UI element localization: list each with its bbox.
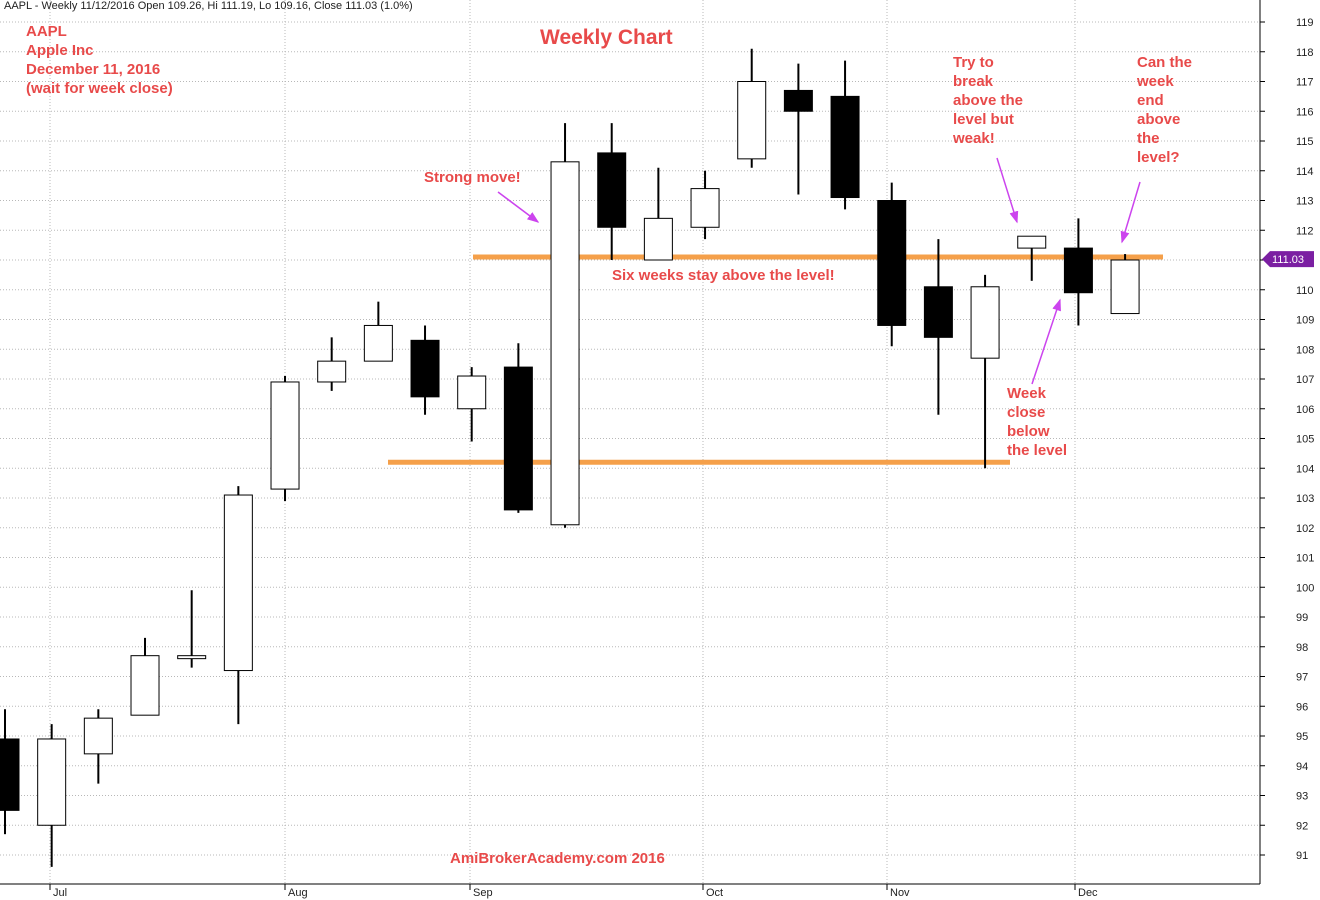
y-tick-label: 98 (1296, 642, 1308, 654)
y-tick-label: 99 (1296, 612, 1308, 624)
y-tick-label: 104 (1296, 463, 1314, 475)
annotation-line: Can the (1137, 54, 1193, 71)
candle-body (597, 152, 627, 228)
y-tick-label: 94 (1296, 761, 1308, 773)
annotation-arrow (996, 157, 1019, 224)
y-tick-label: 106 (1296, 404, 1314, 416)
info-block: AAPL Apple Inc December 11, 2016 (wait f… (26, 22, 173, 98)
candle-body (270, 381, 300, 490)
symbol-label: AAPL (26, 23, 67, 40)
candle-body (83, 717, 113, 755)
annotation-line: break (953, 73, 994, 90)
company-label: Apple Inc (26, 42, 94, 59)
y-tick-label: 107 (1296, 374, 1314, 386)
annotation-arrow (497, 191, 540, 223)
annotation-line: level? (1137, 149, 1180, 166)
candle-body (783, 89, 813, 112)
candle-body (877, 200, 907, 326)
annotation-line: week (1137, 73, 1174, 90)
y-tick-label: 108 (1296, 344, 1314, 356)
annotation-line: weak! (953, 130, 995, 147)
annotation-line: close (1007, 404, 1046, 421)
candle-body (643, 217, 673, 261)
candle-body (550, 161, 580, 526)
candle-body (317, 360, 347, 383)
y-tick-label: 112 (1296, 225, 1314, 237)
candle-body (830, 95, 860, 199)
y-tick-label: 93 (1296, 791, 1308, 803)
annotation-line: Try to (953, 54, 994, 71)
candle-body (970, 286, 1000, 359)
annotation-six-weeks: Six weeks stay above the level! (612, 267, 835, 284)
candle-body (1063, 247, 1093, 294)
candle-body (177, 655, 207, 660)
chart-header: AAPL - Weekly 11/12/2016 Open 109.26, Hi… (4, 0, 413, 12)
y-tick-label: 96 (1296, 701, 1308, 713)
y-tick-label: 119 (1296, 17, 1314, 29)
y-tick-label: 109 (1296, 315, 1314, 327)
y-tick-label: 92 (1296, 820, 1308, 832)
annotation-line: the (1137, 130, 1160, 147)
y-tick-label: 117 (1296, 77, 1314, 89)
watermark: AmiBrokerAcademy.com 2016 (450, 850, 665, 867)
chart-title: Weekly Chart (540, 26, 673, 49)
y-tick-label: 115 (1296, 136, 1314, 148)
annotation-week-close: Week close below the level (1007, 384, 1067, 460)
candle-body (0, 738, 20, 811)
annotation-line: level but (953, 111, 1014, 128)
y-tick-label: 110 (1296, 285, 1314, 297)
date-label: December 11, 2016 (26, 61, 161, 78)
y-tick-label: 114 (1296, 166, 1314, 178)
y-tick-label: 101 (1296, 553, 1314, 565)
candle-body (923, 286, 953, 338)
x-tick-label: Nov (890, 887, 910, 899)
annotation-strong-move: Strong move! (424, 169, 521, 186)
last-price-badge (1262, 251, 1314, 268)
y-tick-label: 95 (1296, 731, 1308, 743)
annotation-line: end (1137, 92, 1164, 109)
x-tick-label: Jul (53, 887, 67, 899)
y-tick-label: 113 (1296, 196, 1314, 208)
candle-body (1110, 259, 1140, 315)
note-label: (wait for week close) (26, 80, 173, 97)
candle-body (503, 366, 533, 511)
candle-body (37, 738, 67, 826)
annotation-line: below (1007, 423, 1050, 440)
annotation-line: the level (1007, 442, 1068, 459)
annotation-line: above (1137, 111, 1181, 128)
annotation-line: Week (1007, 385, 1046, 402)
candle-body (1017, 235, 1047, 249)
candle-body (457, 375, 487, 410)
x-tick-label: Dec (1078, 887, 1098, 899)
y-tick-label: 105 (1296, 434, 1314, 446)
annotation-line: above the (953, 92, 1024, 109)
y-tick-label: 118 (1296, 47, 1314, 59)
y-tick-label: 116 (1296, 106, 1314, 118)
annotation-arrow (1031, 298, 1061, 385)
y-tick-label: 97 (1296, 672, 1308, 684)
annotation-arrow (1120, 181, 1141, 244)
annotation-can-week: Can the week end above the level? (1137, 53, 1192, 167)
x-tick-label: Oct (706, 887, 723, 899)
candle-body (363, 324, 393, 362)
candle-body (223, 494, 253, 672)
x-tick-label: Aug (288, 887, 308, 899)
last-price-label: 111.03 (1272, 254, 1304, 266)
annotation-try-break: Try to break above the level but weak! (953, 53, 1023, 148)
y-tick-label: 103 (1296, 493, 1314, 505)
candle-body (410, 339, 440, 398)
y-tick-label: 91 (1296, 850, 1308, 862)
candle-body (690, 188, 720, 228)
y-tick-label: 100 (1296, 582, 1314, 594)
y-tick-label: 102 (1296, 523, 1314, 535)
candle-body (130, 655, 160, 716)
x-tick-label: Sep (473, 887, 493, 899)
candle-body (737, 81, 767, 160)
